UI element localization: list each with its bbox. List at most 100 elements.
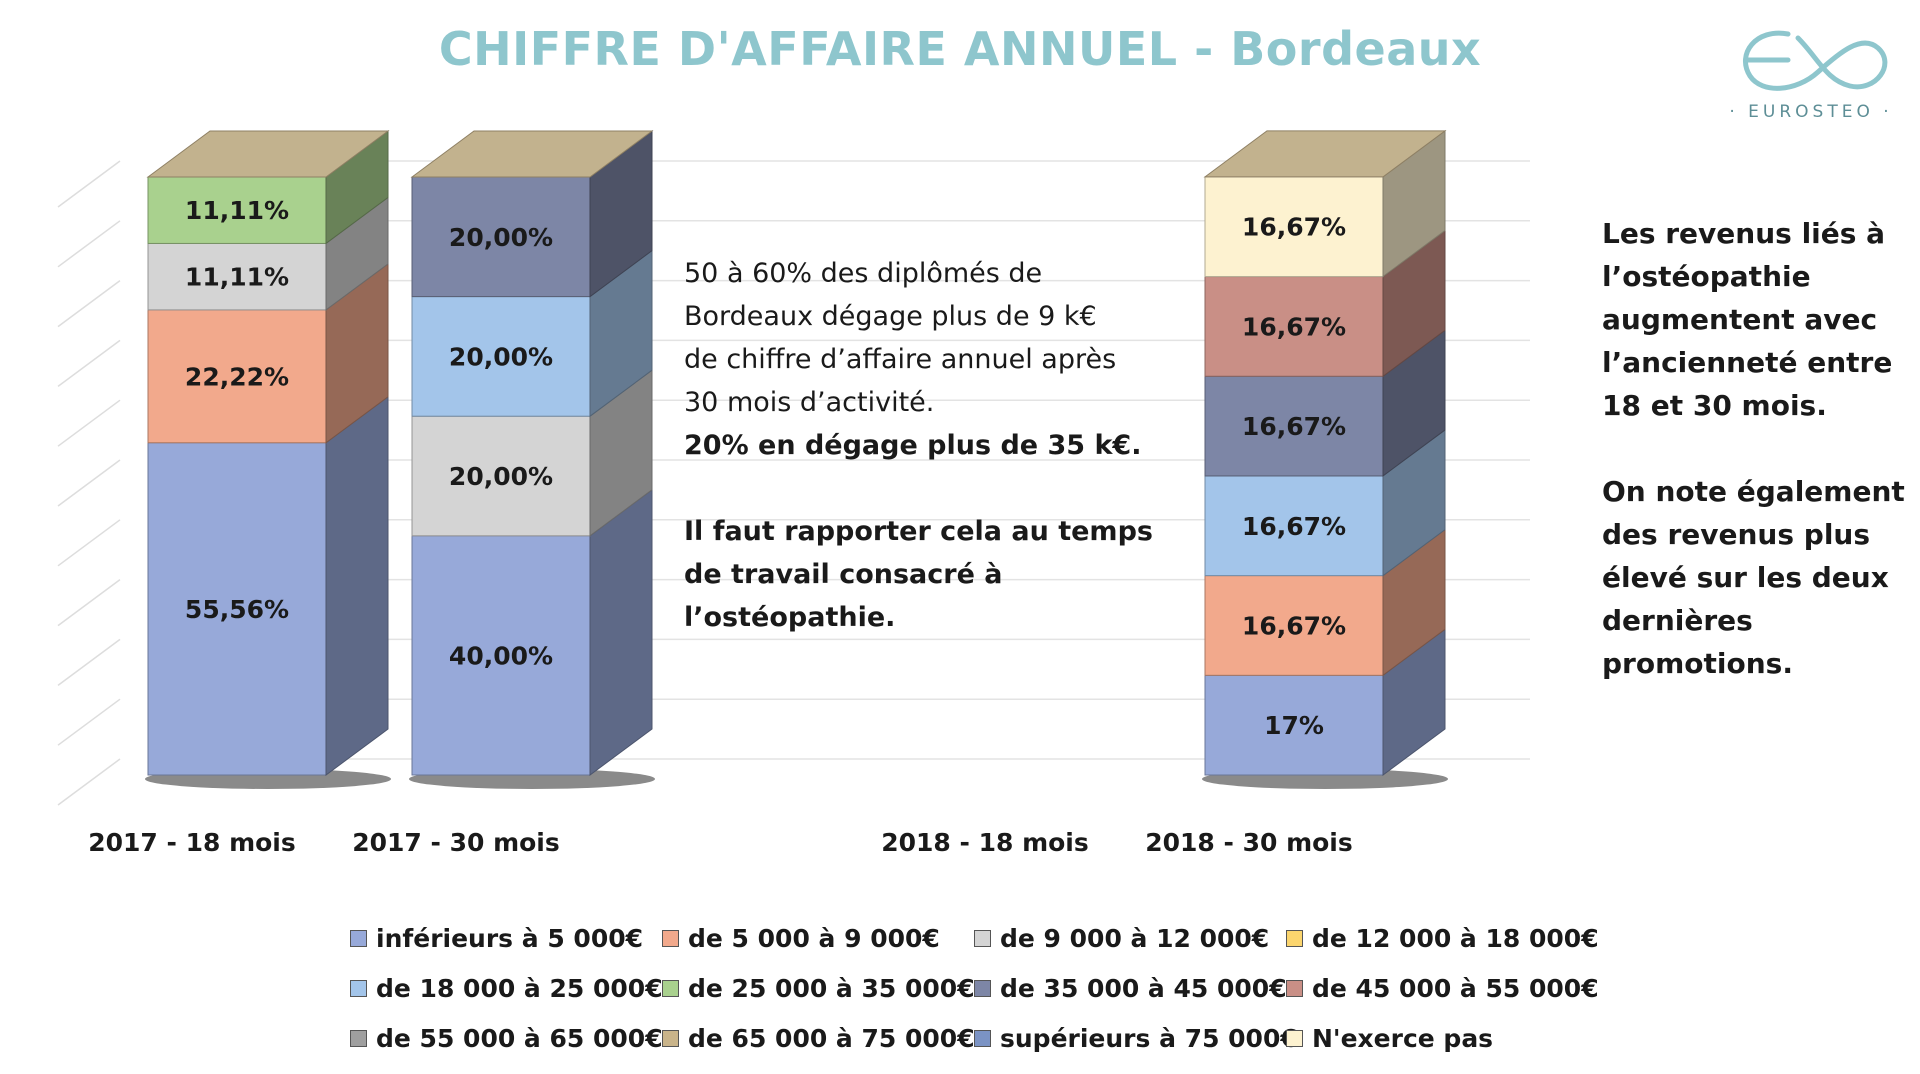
annotation-line: Bordeaux dégage plus de 9 k€ (684, 301, 1097, 332)
bar-stack: 17% 16,67% 16,67% 16,67% 16,67% 16,67% (1202, 129, 1448, 789)
data-label: 20,00% (449, 462, 553, 491)
legend-swatch (662, 979, 679, 997)
legend-item: de 9 000 à 12 000€ (974, 920, 1286, 956)
bar-top (410, 130, 654, 178)
data-label: 20,00% (449, 223, 553, 252)
legend-item: de 55 000 à 65 000€ (350, 1020, 663, 1056)
gridline (57, 220, 121, 268)
legend-item: supérieurs à 75 000€ (974, 1020, 1298, 1056)
data-label: 40,00% (449, 641, 553, 670)
legend-swatch (662, 1029, 679, 1047)
annotation-line: des revenus plus (1602, 518, 1871, 551)
data-label: 16,67% (1242, 312, 1346, 341)
bar-segment (147, 242, 327, 311)
legend-item: de 45 000 à 55 000€ (1286, 970, 1599, 1006)
data-label: 20,00% (449, 342, 553, 371)
bar-segment (147, 442, 327, 776)
bar-segment (1204, 375, 1384, 477)
legend-swatch (974, 1029, 991, 1047)
legend-item: de 12 000 à 18 000€ (1286, 920, 1599, 956)
gridline (57, 399, 121, 447)
legend-label: de 5 000 à 9 000€ (688, 923, 940, 953)
legend-item: inférieurs à 5 000€ (350, 920, 662, 956)
bar-segment (147, 309, 327, 444)
bar-segment-side (589, 488, 653, 776)
annotation-line: Il faut rapporter cela au temps (684, 516, 1153, 547)
annotation-line: l’ostéopathie (1602, 260, 1811, 293)
gridline (57, 698, 121, 746)
bar-segment (1204, 176, 1384, 278)
data-label: 17% (1264, 711, 1324, 740)
x-tick-label: 2018 - 30 mois (1145, 828, 1353, 857)
bar-segment (1204, 674, 1384, 776)
bar-segment (411, 176, 591, 298)
data-label: 16,67% (1242, 611, 1346, 640)
bar-stack: 55,56% 22,22% 11,11% 11,11% (145, 130, 391, 789)
legend-item: de 35 000 à 45 000€ (974, 970, 1287, 1006)
legend-swatch (974, 979, 991, 997)
gridline (57, 459, 121, 507)
gridline (57, 519, 121, 567)
annotation-line: On note également (1602, 475, 1905, 508)
gridline (57, 638, 121, 687)
data-label: 22,22% (185, 362, 289, 391)
annotation-line: élevé sur les deux (1602, 561, 1889, 594)
legend-item: de 25 000 à 35 000€ (662, 970, 975, 1006)
stacked-bar-chart: 55,56% 22,22% 11,11% 11,11% 40,00% 20,00% 20,0… (57, 129, 1530, 806)
page-title: CHIFFRE D'AFFAIRE ANNUEL - Bordeaux (438, 22, 1482, 76)
annotation-line: promotions. (1602, 647, 1793, 680)
annotation-line: Les revenus liés à (1602, 217, 1886, 250)
legend-swatch (350, 979, 367, 997)
logo-text: · EUROSTEO · (1729, 102, 1893, 122)
legend-label: de 9 000 à 12 000€ (1000, 923, 1270, 953)
right-annotation: Les revenus liés à l’ostéopathie augment… (1602, 212, 1912, 685)
x-tick-label: 2018 - 18 mois (881, 828, 1089, 857)
bar-segment (411, 415, 591, 537)
legend-swatch (1286, 1029, 1303, 1047)
x-tick-label: 2017 - 18 mois (88, 828, 296, 857)
annotation-line: 20% en dégage plus de 35 k€. (684, 430, 1142, 461)
data-label: 55,56% (185, 595, 289, 624)
legend-swatch (974, 929, 991, 947)
legend-label: de 55 000 à 65 000€ (376, 1023, 663, 1053)
bar-segment (147, 176, 327, 244)
legend-label: supérieurs à 75 000€ (1000, 1023, 1298, 1053)
gridline (57, 758, 121, 806)
x-tick-label: 2017 - 30 mois (352, 828, 560, 857)
annotation-line: augmentent avec (1602, 303, 1878, 336)
legend-label: de 25 000 à 35 000€ (688, 973, 975, 1003)
legend-label: inférieurs à 5 000€ (376, 923, 644, 953)
bar-segment-side (325, 395, 389, 776)
annotation-line: de chiffre d’affaire annuel après (684, 344, 1117, 375)
annotation-line: l’ostéopathie. (684, 602, 896, 633)
gridline (57, 279, 121, 328)
legend-swatch (350, 929, 367, 947)
annotation-line: 18 et 30 mois. (1602, 389, 1827, 422)
annotation-line: l’ancienneté entre (1602, 346, 1893, 379)
annotation-line: 50 à 60% des diplômés de (684, 258, 1043, 289)
gridline (57, 578, 121, 627)
legend-label: de 12 000 à 18 000€ (1312, 923, 1599, 953)
legend-swatch (1286, 979, 1303, 997)
data-label: 11,11% (185, 196, 289, 225)
legend-swatch (662, 929, 679, 947)
annotation-line: dernières (1602, 604, 1753, 637)
legend-item: de 65 000 à 75 000€ (662, 1020, 975, 1056)
legend-item: de 18 000 à 25 000€ (350, 970, 663, 1006)
annotation-line: de travail consacré à (684, 559, 1003, 590)
eurosteo-logo-icon (1743, 30, 1888, 91)
middle-annotation: 50 à 60% des diplômés de Bordeaux dégage… (684, 252, 1174, 639)
bar-top (146, 130, 390, 178)
legend-label: de 65 000 à 75 000€ (688, 1023, 975, 1053)
legend-swatch (1286, 929, 1303, 947)
bar-segment (411, 535, 591, 776)
legend-item: N'exerce pas (1286, 1020, 1598, 1056)
bar-top (1203, 130, 1447, 178)
legend-swatch (350, 1029, 367, 1047)
data-label: 11,11% (185, 263, 289, 292)
data-label: 16,67% (1242, 412, 1346, 441)
legend-label: de 35 000 à 45 000€ (1000, 973, 1287, 1003)
legend-item: de 5 000 à 9 000€ (662, 920, 974, 956)
gridline (57, 160, 121, 208)
annotation-line: 30 mois d’activité. (684, 387, 935, 418)
